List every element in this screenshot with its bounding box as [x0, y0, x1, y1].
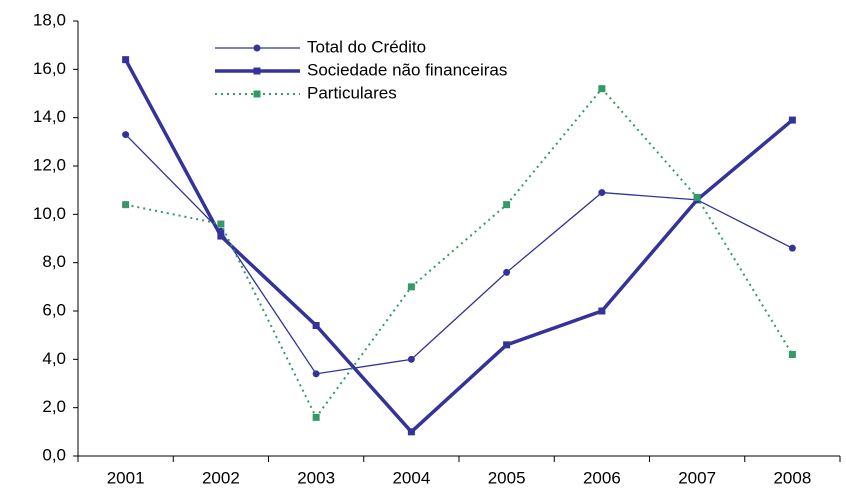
- x-tick-label: 2008: [773, 468, 811, 487]
- legend-label: Particulares: [307, 83, 397, 102]
- y-tick-label: 10,0: [33, 204, 66, 223]
- point: [407, 428, 415, 436]
- point: [122, 56, 130, 64]
- point: [598, 307, 606, 315]
- point: [312, 322, 320, 329]
- point: [503, 268, 511, 276]
- point: [503, 201, 511, 209]
- x-tick-label: 2005: [488, 468, 526, 487]
- point: [217, 220, 225, 228]
- x-tick-label: 2002: [202, 468, 240, 487]
- y-tick-label: 4,0: [42, 349, 66, 368]
- legend-marker: [253, 44, 261, 52]
- legend-marker: [253, 90, 261, 98]
- y-tick-label: 0,0: [42, 445, 66, 464]
- x-tick-label: 2003: [297, 468, 335, 487]
- point: [122, 201, 130, 209]
- x-tick-label: 2006: [583, 468, 621, 487]
- point: [788, 244, 796, 252]
- y-tick-label: 18,0: [33, 10, 66, 29]
- series-line: [125, 87, 794, 420]
- y-tick-label: 6,0: [42, 300, 66, 319]
- point: [598, 85, 606, 93]
- x-tick-label: 2001: [107, 468, 145, 487]
- y-tick-label: 16,0: [33, 59, 66, 78]
- point: [312, 370, 320, 378]
- point: [407, 283, 415, 291]
- legend-marker: [253, 67, 261, 75]
- point: [312, 413, 320, 421]
- x-tick-label: 2007: [678, 468, 716, 487]
- point: [407, 355, 415, 363]
- y-tick-label: 2,0: [42, 397, 66, 416]
- x-tick-label: 2004: [392, 468, 430, 487]
- legend-label: Total do Crédito: [307, 37, 426, 56]
- y-tick-label: 14,0: [33, 107, 66, 126]
- y-tick-label: 12,0: [33, 155, 66, 174]
- series-line: [124, 58, 794, 435]
- point: [122, 131, 130, 139]
- legend-label: Sociedade não financeiras: [307, 60, 507, 79]
- point: [693, 193, 701, 201]
- point: [217, 232, 225, 240]
- point: [788, 116, 796, 124]
- y-tick-label: 8,0: [42, 252, 66, 271]
- point: [788, 351, 796, 358]
- series-line: [125, 134, 793, 375]
- point: [598, 189, 606, 197]
- point: [503, 341, 511, 349]
